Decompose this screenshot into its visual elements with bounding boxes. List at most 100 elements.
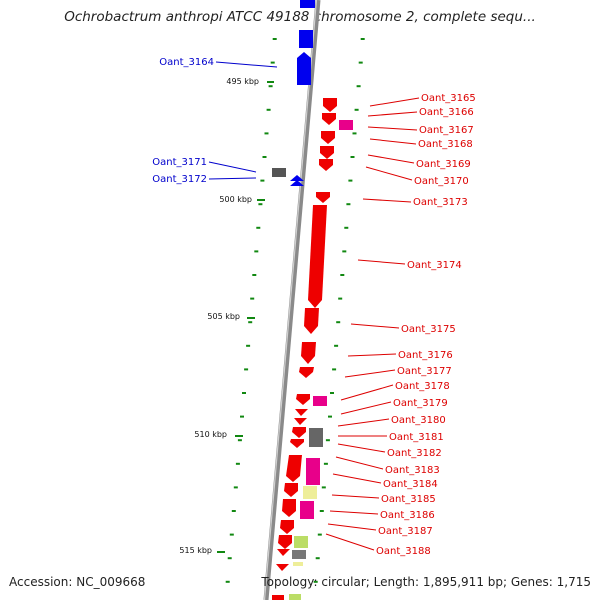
- minor-tick-right: [332, 368, 337, 371]
- label-oant-3172[interactable]: Oant_3172: [152, 174, 207, 185]
- minor-tick-left: [260, 179, 265, 182]
- leader-oant-3180: [337, 418, 390, 427]
- genome-summary: Topology: circular; Length: 1,895,911 bp…: [261, 575, 591, 589]
- minor-tick-right: [358, 61, 363, 64]
- label-oant-3175[interactable]: Oant_3175: [401, 324, 456, 335]
- label-oant-3164[interactable]: Oant_3164: [159, 57, 214, 68]
- minor-tick-left: [244, 368, 249, 371]
- label-oant-3178[interactable]: Oant_3178: [395, 381, 450, 392]
- minor-tick-right: [340, 274, 345, 276]
- leader-oant-3166: [367, 111, 418, 117]
- minor-tick-left: [248, 321, 253, 324]
- ruler-label-505: 505 kbp: [207, 312, 240, 321]
- label-oant-3165[interactable]: Oant_3165: [421, 93, 476, 104]
- leader-oant-3164: [215, 61, 278, 68]
- gene-oant-3186b: [300, 501, 314, 519]
- ruler-label-500: 500 kbp: [219, 195, 252, 204]
- gene-oant-3172b: [290, 180, 304, 186]
- minor-tick-left: [229, 533, 234, 536]
- label-oant-3187[interactable]: Oant_3187: [378, 526, 433, 537]
- leader-oant-3185: [331, 494, 380, 499]
- label-oant-3170[interactable]: Oant_3170: [414, 176, 469, 187]
- minor-tick-left: [235, 462, 240, 465]
- minor-tick-right: [317, 533, 322, 536]
- minor-tick-right: [330, 392, 334, 394]
- label-oant-3186[interactable]: Oant_3186: [380, 510, 435, 521]
- tick-marks: [225, 38, 365, 583]
- leader-oant-3165: [369, 97, 420, 107]
- label-oant-3173[interactable]: Oant_3173: [413, 197, 468, 208]
- minor-tick-left: [237, 439, 242, 442]
- gene-oant-3189: [292, 550, 306, 559]
- leader-oant-3170: [365, 166, 413, 181]
- gene-oant-3175: [304, 308, 319, 334]
- label-oant-3188[interactable]: Oant_3188: [376, 546, 431, 557]
- label-oant-3183[interactable]: Oant_3183: [385, 465, 440, 476]
- label-oant-3179[interactable]: Oant_3179: [393, 398, 448, 409]
- label-oant-3171[interactable]: Oant_3171: [152, 157, 207, 168]
- leader-oant-3178: [340, 384, 394, 401]
- gene-oant-3181: [292, 427, 306, 438]
- minor-tick-right: [334, 344, 339, 347]
- minor-tick-right: [323, 462, 328, 465]
- gene-oant-3174: [308, 205, 327, 308]
- gene-oant-3168: [321, 131, 335, 144]
- gene-oant-3191: [293, 562, 303, 566]
- gene-oant-3172: [290, 175, 304, 181]
- minor-tick-left: [233, 486, 238, 489]
- label-oant-3167[interactable]: Oant_3167: [419, 125, 474, 136]
- gene-oant-3193: [289, 594, 301, 600]
- label-oant-3185[interactable]: Oant_3185: [381, 494, 436, 505]
- gene-oant-3183: [286, 455, 302, 482]
- gene-oant-3178: [296, 394, 310, 405]
- label-oant-3181[interactable]: Oant_3181: [389, 432, 444, 443]
- label-oant-3184[interactable]: Oant_3184: [383, 479, 438, 490]
- minor-tick-left: [254, 250, 259, 253]
- gene-oant-3173: [316, 192, 330, 203]
- minor-tick-right: [328, 415, 332, 418]
- minor-tick-right: [356, 85, 361, 88]
- minor-tick-left: [242, 392, 246, 394]
- minor-tick-right: [342, 250, 347, 253]
- leader-oant-3186: [329, 510, 379, 515]
- minor-tick-right: [352, 132, 357, 135]
- reverse-strand-genes: [272, 98, 353, 600]
- minor-tick-left: [252, 274, 257, 276]
- leader-oant-3183: [335, 456, 384, 470]
- forward-strand-genes: [272, 0, 315, 186]
- leader-oant-3172: [208, 177, 257, 180]
- leader-oant-3175: [350, 323, 400, 329]
- gene-oant-3192: [272, 595, 284, 600]
- minor-tick-left: [262, 156, 267, 158]
- minor-tick-left: [240, 415, 244, 418]
- minor-tick-right: [360, 38, 365, 40]
- label-oant-3168[interactable]: Oant_3168: [418, 139, 473, 150]
- minor-tick-left: [227, 557, 232, 560]
- ruler: 495 kbp 500 kbp 505 kbp 510 kbp 515 kbp: [179, 77, 274, 555]
- label-oant-3174[interactable]: Oant_3174: [407, 260, 462, 271]
- minor-tick-right: [338, 297, 343, 300]
- minor-tick-right: [348, 179, 353, 182]
- label-oant-3169[interactable]: Oant_3169: [416, 159, 471, 170]
- gene-oant-3167: [339, 120, 353, 130]
- ruler-label-510: 510 kbp: [194, 430, 227, 439]
- leader-oant-3171: [208, 161, 257, 173]
- label-oant-3182[interactable]: Oant_3182: [387, 448, 442, 459]
- label-oant-3177[interactable]: Oant_3177: [397, 366, 452, 377]
- leader-oant-3169: [367, 154, 415, 164]
- gene-oant-3165: [323, 98, 337, 112]
- leader-oant-3168: [369, 138, 417, 145]
- label-oant-3180[interactable]: Oant_3180: [391, 415, 446, 426]
- right-gene-labels: Oant_3165 Oant_3166 Oant_3167 Oant_3168 …: [325, 93, 476, 557]
- leader-oant-3173: [362, 198, 412, 203]
- accession-label: Accession: NC_009668: [9, 575, 146, 589]
- gene-oant-3166: [322, 113, 336, 125]
- leader-oant-3176: [347, 353, 397, 357]
- label-oant-3176[interactable]: Oant_3176: [398, 350, 453, 361]
- label-oant-3166[interactable]: Oant_3166: [419, 107, 474, 118]
- leader-oant-3188: [325, 533, 375, 551]
- leader-oant-3179: [340, 401, 392, 415]
- gene-oant-3184: [306, 458, 320, 485]
- gene-oant-3164: [297, 52, 311, 85]
- gene-oant-3186: [282, 499, 296, 517]
